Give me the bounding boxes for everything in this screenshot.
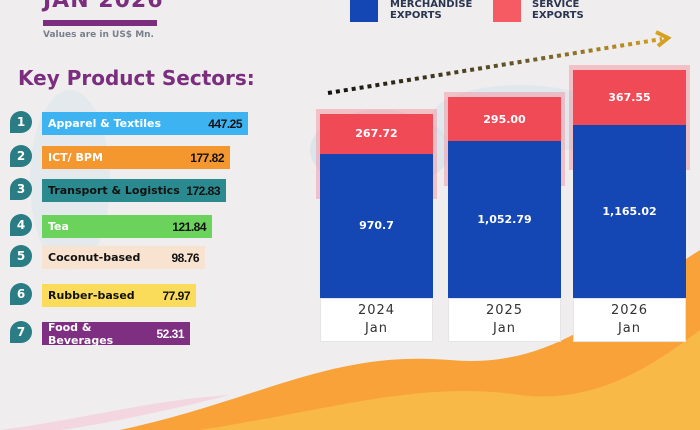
rank-badge: 4 <box>10 214 32 236</box>
sector-label: Tea <box>48 220 69 233</box>
rank-badge: 3 <box>10 178 32 200</box>
rank-badge: 1 <box>10 111 32 133</box>
x-axis-label: 2025 Jan <box>448 298 561 342</box>
rank-badge: 6 <box>10 283 32 305</box>
sector-bar: Tea 121.84 <box>42 215 212 238</box>
page-title: JAN 2026 <box>43 0 164 13</box>
sector-label: Apparel & Textiles <box>48 117 161 130</box>
legend-line: SERVICE <box>532 0 580 10</box>
month-label: Jan <box>617 321 642 336</box>
sector-bar: Apparel & Textiles 447.25 <box>42 112 248 135</box>
legend-line: EXPORTS <box>532 10 584 21</box>
service-bar: 367.55 <box>573 69 686 125</box>
legend-swatch-merchandise <box>350 0 378 22</box>
sector-value: 52.31 <box>156 326 184 341</box>
title-underline <box>43 20 157 26</box>
sector-label: Food & Beverages <box>48 320 114 347</box>
sector-bar: ICT/ BPM 177.82 <box>42 146 230 169</box>
sector-value: 177.82 <box>190 150 224 165</box>
month-label: Jan <box>364 321 389 336</box>
legend-label-service: SERVICE EXPORTS <box>532 0 584 21</box>
sector-value: 77.97 <box>162 288 190 303</box>
legend-label-merchandise: MERCHANDISE EXPORTS <box>390 0 472 21</box>
x-axis-label: 2024 Jan <box>320 298 433 342</box>
sector-label: Coconut-based <box>48 251 141 264</box>
service-value: 295.00 <box>483 112 526 126</box>
merchandise-bar: 1,052.79 <box>448 141 561 298</box>
sector-label: Rubber-based <box>48 289 135 302</box>
service-value: 267.72 <box>355 127 398 141</box>
service-bar: 295.00 <box>448 97 561 142</box>
merchandise-value: 1,165.02 <box>602 204 657 218</box>
merchandise-value: 970.7 <box>359 219 394 233</box>
sector-value: 172.83 <box>186 183 220 198</box>
service-bar: 267.72 <box>320 113 433 154</box>
legend-line: MERCHANDISE <box>390 0 473 10</box>
year-label: 2024 <box>357 303 396 318</box>
units-note: Values are in US$ Mn. <box>43 30 154 40</box>
month-label: Jan <box>492 321 517 336</box>
sectors-heading: Key Product Sectors: <box>18 66 255 90</box>
sector-value: 121.84 <box>172 219 206 234</box>
merchandise-value: 1,052.79 <box>477 213 532 227</box>
sector-label: Transport & Logistics <box>48 184 180 197</box>
legend-line: EXPORTS <box>390 10 442 21</box>
rank-badge: 7 <box>10 321 32 343</box>
service-value: 367.55 <box>608 90 651 104</box>
sector-value: 447.25 <box>208 116 242 131</box>
rank-badge: 2 <box>10 145 32 167</box>
merchandise-bar: 970.7 <box>320 153 433 298</box>
rank-badge: 5 <box>10 245 32 267</box>
sector-label: ICT/ BPM <box>48 151 103 164</box>
sector-bar: Rubber-based 77.97 <box>42 284 196 307</box>
year-label: 2025 <box>485 303 524 318</box>
merchandise-bar: 1,165.02 <box>573 124 686 298</box>
sector-value: 98.76 <box>171 250 199 265</box>
sector-bar: Transport & Logistics 172.83 <box>42 179 226 202</box>
sector-bar: Food & Beverages 52.31 <box>42 320 190 347</box>
legend-swatch-service <box>493 0 521 22</box>
year-label: 2026 <box>610 303 649 318</box>
sector-bar: Coconut-based 98.76 <box>42 246 205 269</box>
x-axis-label: 2026 Jan <box>573 298 686 342</box>
